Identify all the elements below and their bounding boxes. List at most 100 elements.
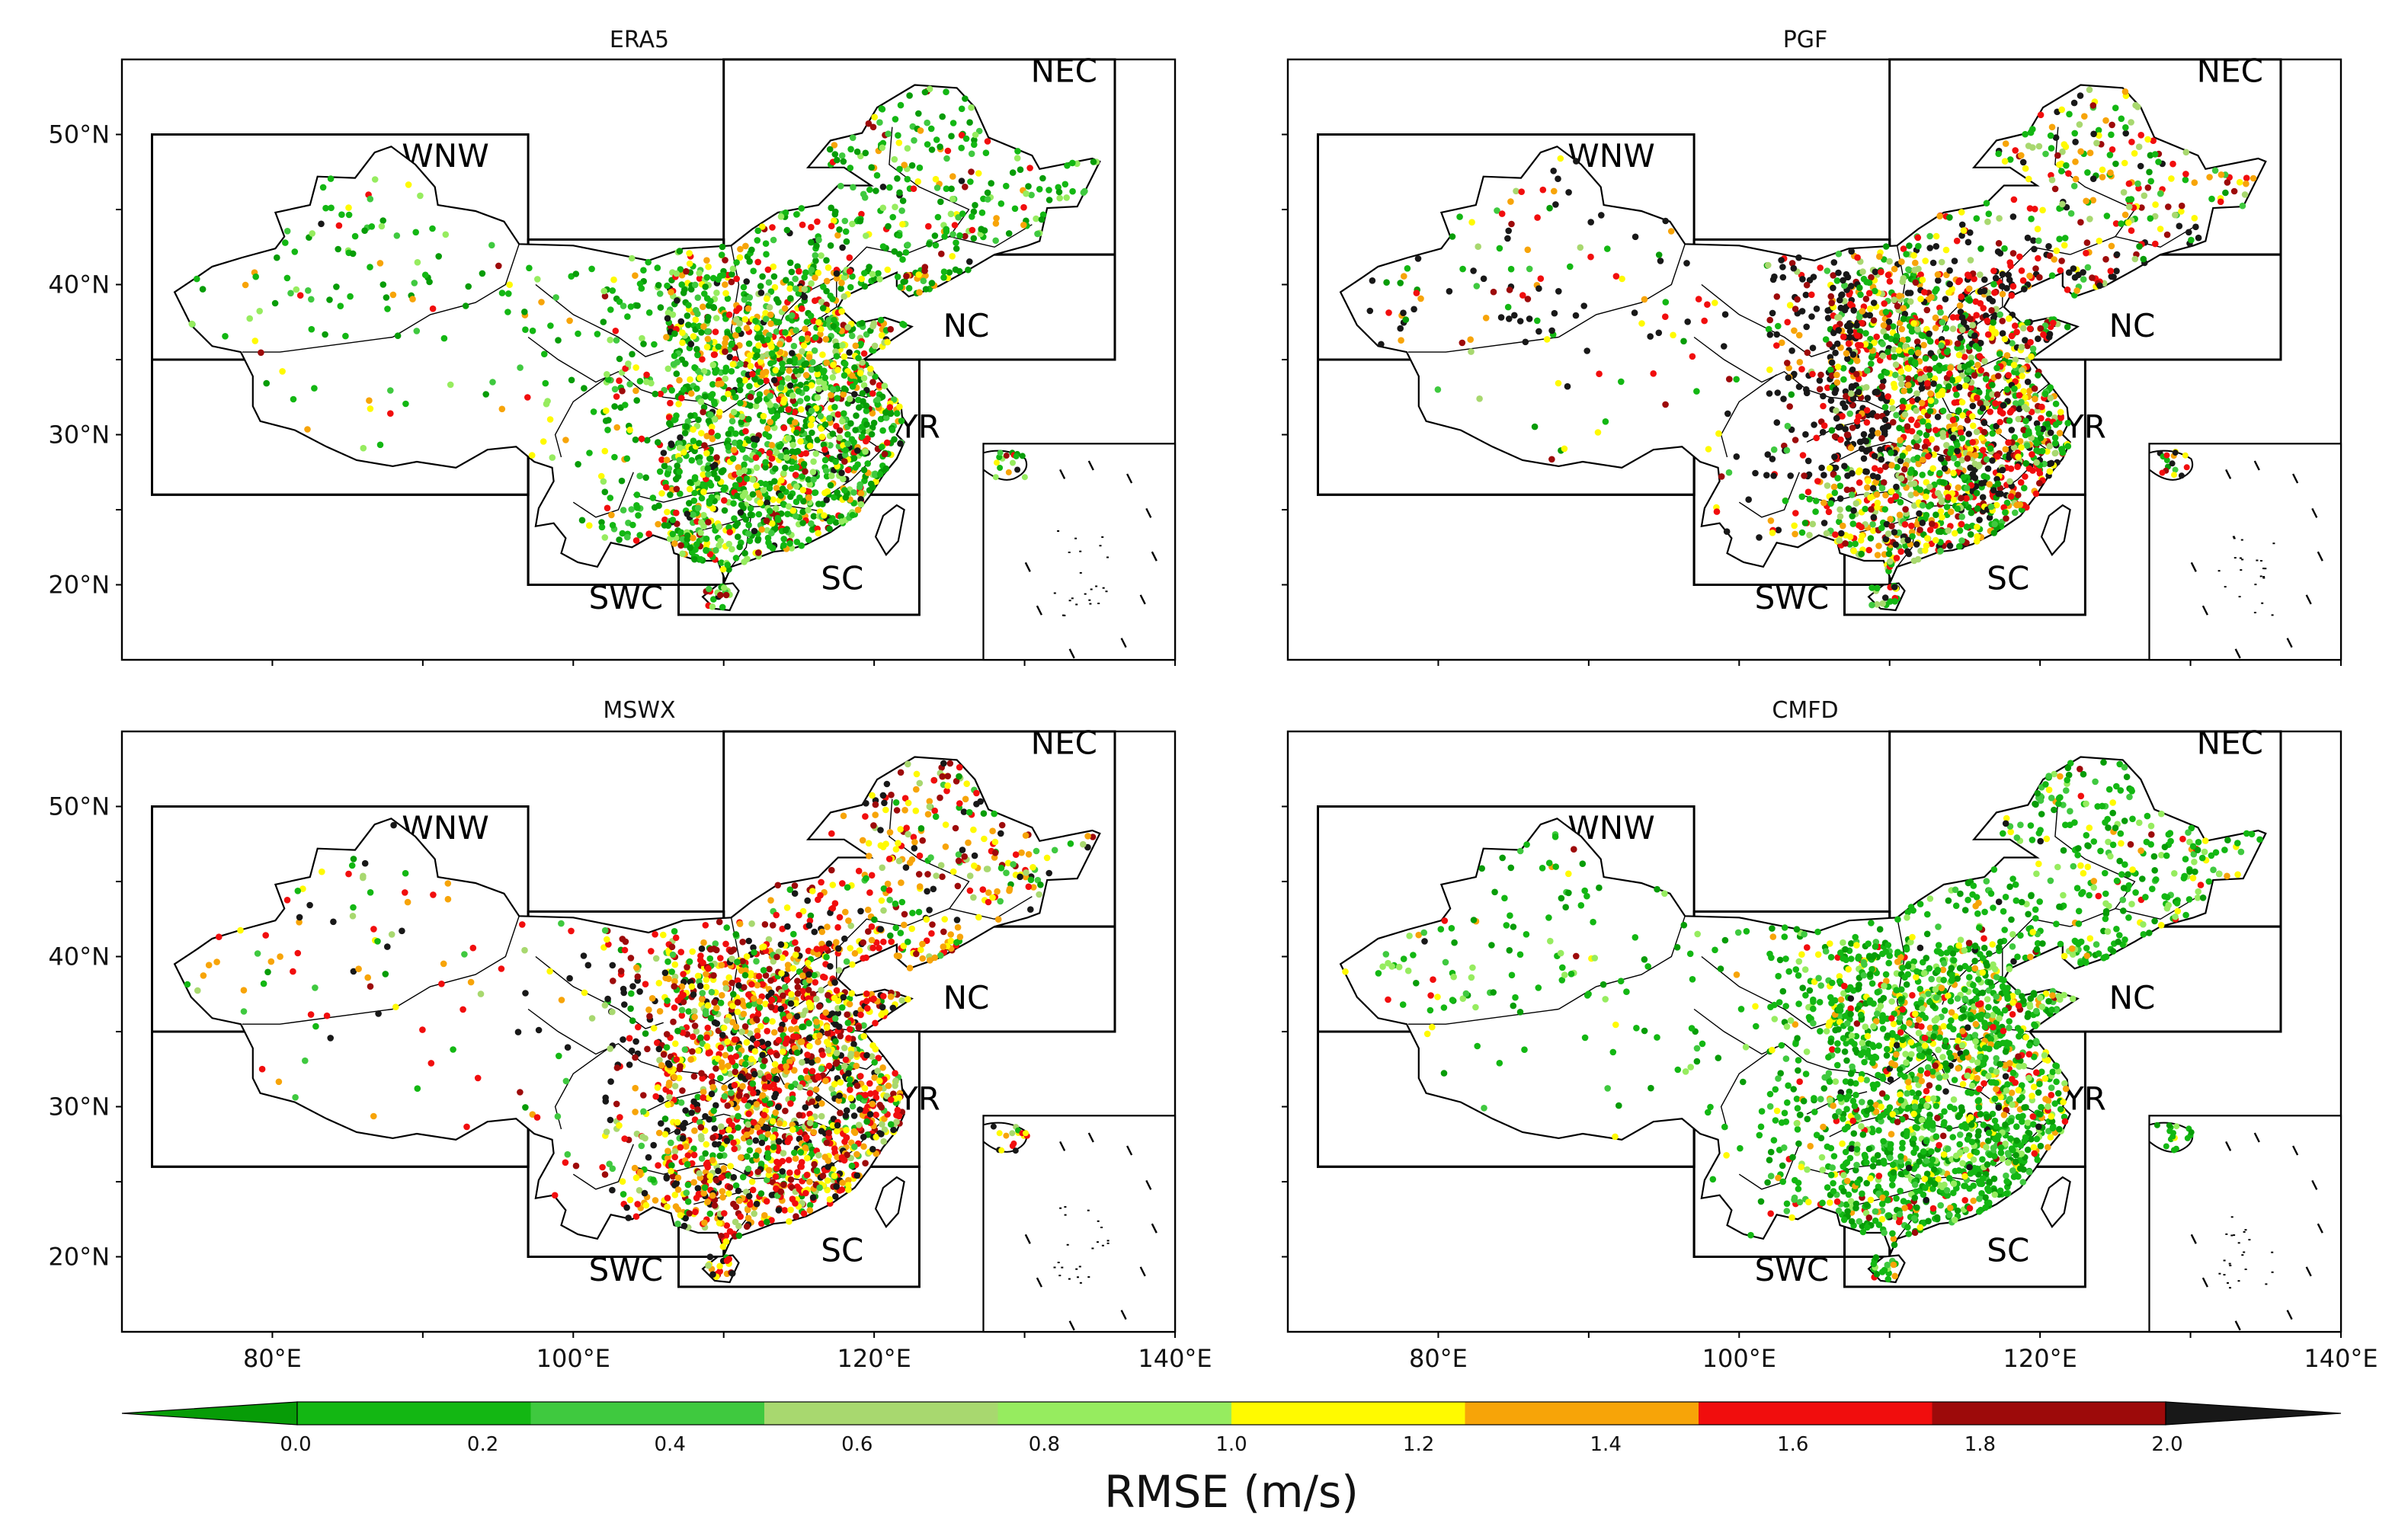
station-dot [943, 88, 949, 95]
station-dot [1779, 274, 1787, 281]
station-dot [786, 259, 794, 267]
station-dot [677, 490, 684, 498]
station-dot [1069, 187, 1076, 195]
station-dot [2029, 126, 2036, 133]
station-dot [1961, 363, 1968, 370]
station-dot [738, 413, 746, 421]
station-dot [256, 308, 264, 315]
station-dot [1898, 258, 1905, 265]
station-dot [586, 522, 593, 529]
station-dot [1978, 434, 1985, 441]
station-dot [1899, 398, 1907, 405]
station-dot [707, 298, 714, 305]
station-dot [737, 399, 744, 407]
station-dot [1414, 255, 1422, 262]
station-dot [2007, 465, 2015, 472]
station-dot [1670, 331, 1676, 339]
south-china-sea-inset-pgf [2148, 443, 2342, 661]
station-dot [1828, 427, 1836, 434]
station-dot [1888, 488, 1895, 495]
station-dot [700, 303, 706, 311]
station-dot [1792, 437, 1799, 443]
station-dot [1891, 598, 1898, 605]
station-dot [1446, 288, 1453, 295]
station-dot [843, 238, 850, 245]
station-dot [925, 222, 932, 230]
station-dot [770, 236, 777, 244]
station-dot [1947, 508, 1955, 515]
station-dot [1923, 306, 1931, 314]
station-dot [725, 540, 732, 548]
station-dot [702, 922, 709, 929]
station-dot [874, 396, 882, 403]
station-dot [2047, 132, 2054, 139]
inset-island [1079, 550, 1082, 552]
station-dot [1951, 258, 1958, 264]
station-dot [479, 270, 486, 277]
station-dot [1938, 455, 1945, 462]
station-dot [801, 286, 809, 293]
station-dot [2058, 258, 2065, 264]
station-dot [1901, 466, 1908, 473]
station-dot [2009, 213, 2017, 220]
station-dot [1926, 245, 1933, 251]
station-dot [814, 218, 821, 226]
station-dot [840, 158, 847, 165]
inset-island [1102, 587, 1105, 589]
station-dot [1901, 521, 1909, 528]
inset-island [2254, 584, 2257, 586]
station-dot [940, 268, 948, 276]
station-dot [2028, 353, 2035, 360]
station-dot [1912, 279, 1920, 286]
station-dot [2075, 271, 2082, 279]
station-dot [812, 274, 818, 281]
station-dot [1990, 280, 1997, 288]
station-dot [632, 436, 639, 443]
station-dot [1957, 334, 1964, 341]
station-dot [1580, 302, 1587, 309]
station-dot [661, 516, 668, 523]
station-dot [671, 330, 678, 338]
station-dot [709, 505, 716, 512]
station-dot [2096, 282, 2103, 290]
station-dot [759, 223, 766, 230]
station-dot [2048, 176, 2056, 184]
station-dot [1704, 301, 1711, 309]
station-dot [696, 374, 703, 382]
station-dot [279, 368, 286, 375]
station-dot [2021, 286, 2028, 293]
station-dot [2064, 420, 2071, 427]
station-dot [1897, 368, 1905, 376]
station-dot [1827, 397, 1835, 404]
station-dot [1792, 530, 1798, 538]
station-dot [337, 302, 344, 310]
station-dot [922, 286, 930, 293]
station-dot [687, 412, 694, 419]
station-dot [763, 517, 770, 524]
station-dot [1713, 508, 1721, 515]
station-dot [808, 382, 815, 389]
station-dot [820, 283, 827, 290]
station-dot [763, 295, 770, 302]
station-dot [1977, 299, 1984, 307]
station-dot [825, 264, 832, 271]
station-dot [895, 132, 901, 139]
station-dot [412, 229, 419, 236]
station-dot [743, 475, 751, 482]
station-dot [1923, 511, 1930, 519]
station-dot [1689, 353, 1696, 360]
station-dot [746, 258, 753, 265]
station-dot [1798, 493, 1806, 501]
station-dot [884, 338, 891, 346]
station-dot [837, 285, 844, 293]
station-dot [792, 449, 799, 456]
inset-island [2261, 602, 2264, 604]
station-dot [1434, 386, 1442, 393]
station-dot [1604, 245, 1611, 252]
station-dot [742, 242, 749, 250]
station-dot [830, 322, 837, 330]
station-dot [2178, 208, 2185, 215]
station-dot [831, 151, 839, 158]
station-dot [581, 385, 588, 392]
station-dot [847, 283, 854, 291]
